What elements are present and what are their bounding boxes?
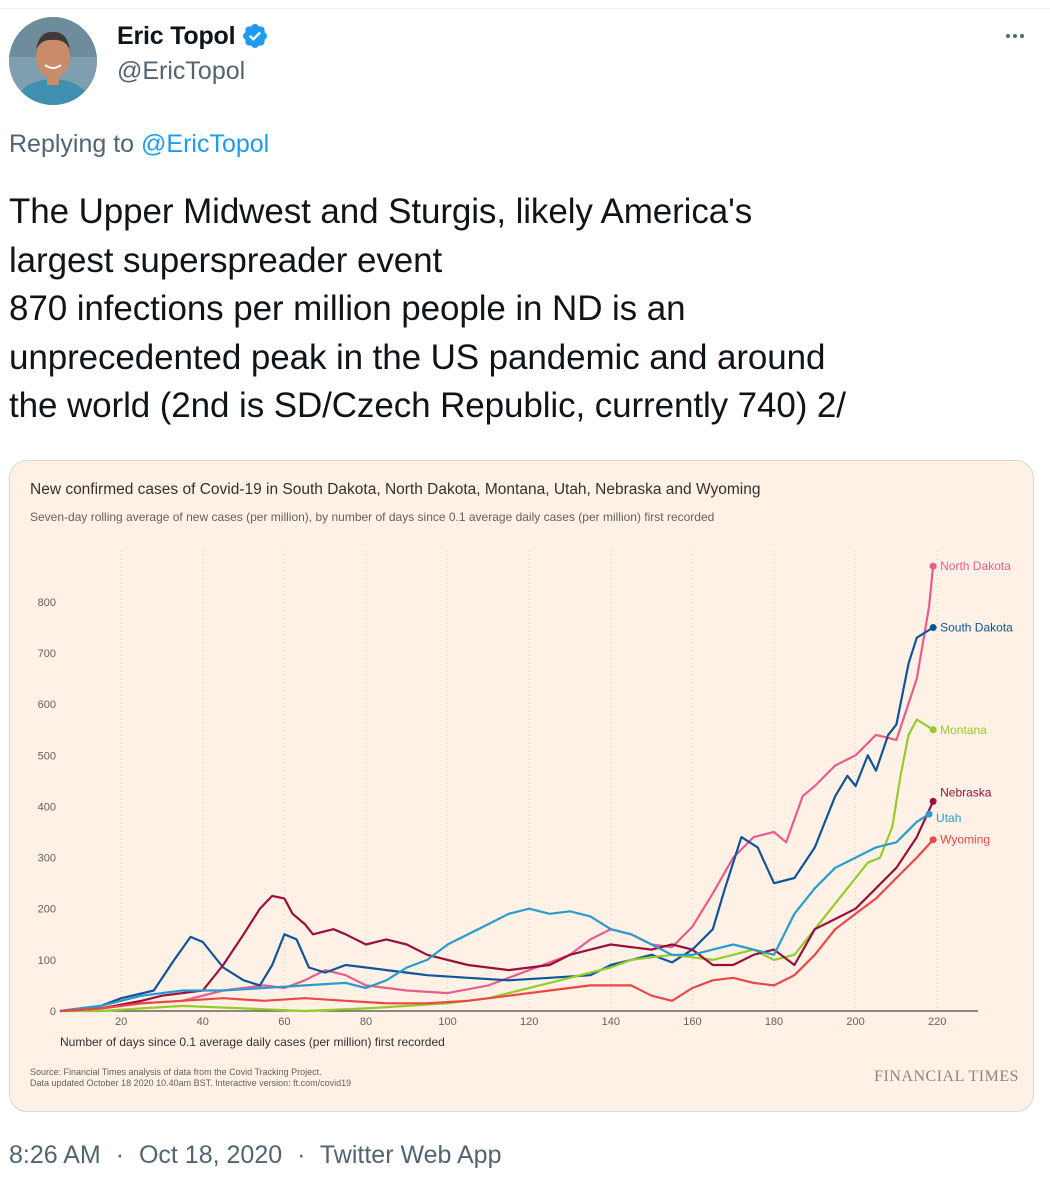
x-tick-label: 140 xyxy=(602,1016,620,1028)
series-label-nebraska: Nebraska xyxy=(940,785,992,799)
verified-badge-icon xyxy=(243,24,268,48)
y-tick-label: 300 xyxy=(38,853,56,865)
x-axis-label: Number of days since 0.1 average daily c… xyxy=(60,1035,445,1049)
x-tick-label: 160 xyxy=(683,1016,701,1028)
chart-image-card[interactable]: 0 100 200 300 400 500 600 700 800 20 40 60 80 100 120… xyxy=(9,460,1034,1112)
top-divider xyxy=(0,8,1050,9)
more-options-icon xyxy=(1006,34,1024,38)
tweet-text: The Upper Midwest and Sturgis, likely Am… xyxy=(9,192,846,425)
series-endpoint-montana xyxy=(929,726,937,734)
tweet-meta: 8:26 AM · Oct 18, 2020 · Twitter Web App xyxy=(9,1141,501,1170)
series-labels: North Dakota South Dakota Montana Nebraska U… xyxy=(936,559,1013,847)
meta-separator: · xyxy=(115,1141,125,1169)
tweet-source: Twitter Web App xyxy=(319,1141,502,1169)
series-line-utah xyxy=(59,813,930,1013)
series-line-wyoming xyxy=(59,838,934,1013)
y-tick-label: 200 xyxy=(38,904,56,916)
tweet-time[interactable]: 8:26 AM xyxy=(9,1141,101,1169)
x-tick-label: 60 xyxy=(278,1016,290,1028)
x-tick-label: 80 xyxy=(360,1016,372,1028)
y-axis-ticks: 0 100 200 300 400 500 600 700 800 xyxy=(38,597,56,1018)
x-tick-label: 120 xyxy=(520,1016,538,1028)
chart-title: New confirmed cases of Covid-19 in South… xyxy=(30,481,761,498)
replying-to: Replying to @EricTopol xyxy=(9,130,269,159)
x-axis-ticks: 20 40 60 80 100 120 140 160 180 200 220 xyxy=(115,1016,946,1028)
x-tick-label: 100 xyxy=(438,1016,456,1028)
y-tick-label: 600 xyxy=(38,699,56,711)
series-endpoint-north-dakota xyxy=(929,562,937,570)
y-tick-label: 500 xyxy=(38,750,56,762)
replying-prefix: Replying to xyxy=(9,130,135,158)
tweet-date[interactable]: Oct 18, 2020 xyxy=(138,1141,283,1169)
chart-svg: 0 100 200 300 400 500 600 700 800 20 40 60 80 100 120… xyxy=(38,551,1013,1049)
chart-subtitle: Seven-day rolling average of new cases (… xyxy=(30,510,715,524)
x-tick-label: 200 xyxy=(846,1016,864,1028)
series-label-south-dakota: South Dakota xyxy=(940,620,1013,634)
author-handle[interactable]: @EricTopol xyxy=(117,57,246,85)
chart-grid xyxy=(60,551,978,1012)
author-name[interactable]: Eric Topol xyxy=(117,21,236,50)
meta-separator: · xyxy=(297,1141,306,1169)
x-tick-label: 40 xyxy=(197,1016,209,1028)
x-tick-label: 180 xyxy=(765,1016,783,1028)
author-avatar[interactable] xyxy=(9,17,97,105)
more-options-button[interactable] xyxy=(999,20,1031,52)
avatar-image xyxy=(9,17,97,105)
series-endpoint-nebraska xyxy=(929,797,937,805)
series-endpoint-utah xyxy=(925,810,933,818)
y-tick-label: 400 xyxy=(38,801,56,813)
series-label-north-dakota: North Dakota xyxy=(940,559,1011,573)
series-line-nebraska xyxy=(59,800,935,1013)
author-name-row: Eric Topol xyxy=(117,20,269,52)
series-label-utah: Utah xyxy=(936,811,961,825)
replying-to-link[interactable]: @EricTopol xyxy=(141,130,270,158)
y-tick-label: 0 xyxy=(50,1006,56,1018)
y-tick-label: 700 xyxy=(38,648,56,660)
y-tick-label: 100 xyxy=(38,955,56,967)
x-tick-label: 220 xyxy=(928,1016,946,1028)
series-line-south-dakota xyxy=(59,626,934,1013)
series-endpoint-south-dakota xyxy=(929,623,937,631)
chart-series xyxy=(59,562,937,1013)
x-tick-label: 20 xyxy=(115,1016,127,1028)
series-label-montana: Montana xyxy=(940,723,987,737)
series-endpoint-wyoming xyxy=(929,836,937,844)
financial-times-logo: FINANCIAL TIMES xyxy=(874,1068,1019,1085)
y-tick-label: 800 xyxy=(38,597,56,609)
chart-source-note: Source: Financial Times analysis of data… xyxy=(30,1067,352,1088)
series-label-wyoming: Wyoming xyxy=(940,833,990,847)
